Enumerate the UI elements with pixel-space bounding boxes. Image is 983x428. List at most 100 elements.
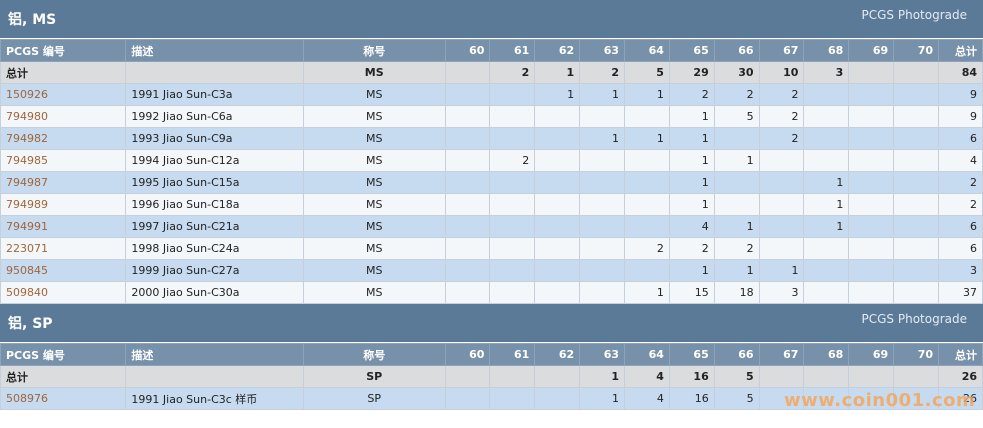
- table-row: 794991 1997 Jiao Sun-C21a MS 4 1 1 6: [0, 215, 983, 238]
- pcgs-number-link[interactable]: 509840: [6, 286, 48, 299]
- col-header-grade[interactable]: 63: [579, 39, 626, 62]
- total-designation: SP: [302, 365, 446, 388]
- col-header-designation[interactable]: 称号: [302, 343, 446, 366]
- total-designation: MS: [302, 61, 446, 84]
- grade-count-cell: [893, 237, 940, 260]
- photograde-link[interactable]: PCGS Photograde: [861, 8, 967, 22]
- col-header-grade[interactable]: 64: [624, 343, 670, 366]
- grade-count-cell: [848, 281, 895, 304]
- designation-cell: MS: [302, 149, 446, 172]
- total-grade-count: [758, 365, 805, 388]
- grade-count-cell: [444, 259, 491, 282]
- total-grade-count: [534, 365, 581, 388]
- col-header-total[interactable]: 总计: [938, 39, 983, 62]
- grade-count-cell: 1: [758, 259, 805, 282]
- grade-count-cell: 15: [668, 281, 715, 304]
- grade-count-cell: [758, 149, 805, 172]
- col-header-grade[interactable]: 68: [803, 39, 850, 62]
- col-header-grade[interactable]: 69: [848, 343, 895, 366]
- description-cell: 2000 Jiao Sun-C30a: [125, 281, 304, 304]
- grade-count-cell: [489, 237, 536, 260]
- col-header-grade[interactable]: 66: [713, 343, 760, 366]
- table-row: 794982 1993 Jiao Sun-C9a MS 1 1 1 2 6: [0, 127, 983, 150]
- col-header-grade[interactable]: 67: [758, 343, 805, 366]
- pcgs-number-link[interactable]: 794982: [6, 132, 48, 145]
- col-header-description[interactable]: 描述: [125, 39, 304, 62]
- grade-count-cell: [624, 149, 670, 172]
- grade-count-cell: [848, 105, 895, 128]
- col-header-grade[interactable]: 70: [893, 39, 940, 62]
- designation-cell: MS: [302, 127, 446, 150]
- description-cell: 1997 Jiao Sun-C21a: [125, 215, 304, 238]
- table-row: 223071 1998 Jiao Sun-C24a MS 2 2 2 6: [0, 237, 983, 260]
- col-header-pcgs[interactable]: PCGS 编号: [0, 39, 127, 62]
- col-header-grade[interactable]: 67: [758, 39, 805, 62]
- col-header-grade[interactable]: 60: [444, 343, 491, 366]
- col-header-grade[interactable]: 63: [579, 343, 626, 366]
- col-header-pcgs[interactable]: PCGS 编号: [0, 343, 127, 366]
- pcgs-cell: 794982: [0, 127, 127, 150]
- col-header-grade[interactable]: 68: [803, 343, 850, 366]
- pcgs-number-link[interactable]: 794991: [6, 220, 48, 233]
- grade-count-cell: [444, 105, 491, 128]
- grade-count-cell: [893, 149, 940, 172]
- row-total-cell: 4: [938, 149, 983, 172]
- pcgs-number-link[interactable]: 508976: [6, 392, 48, 405]
- pcgs-number-link[interactable]: 794989: [6, 198, 48, 211]
- col-header-grade[interactable]: 61: [489, 343, 536, 366]
- grade-count-cell: [624, 259, 670, 282]
- col-header-description[interactable]: 描述: [125, 343, 304, 366]
- row-total-cell: 26: [938, 387, 983, 410]
- col-header-grade[interactable]: 69: [848, 39, 895, 62]
- total-grade-count: 10: [758, 61, 805, 84]
- row-total-cell: 2: [938, 171, 983, 194]
- col-header-total[interactable]: 总计: [938, 343, 983, 366]
- grade-count-cell: [489, 171, 536, 194]
- grade-count-cell: [758, 215, 805, 238]
- grade-count-cell: [534, 259, 581, 282]
- grade-count-cell: [489, 281, 536, 304]
- col-header-grade[interactable]: 66: [713, 39, 760, 62]
- grade-count-cell: [579, 149, 626, 172]
- grade-count-cell: [534, 281, 581, 304]
- grade-count-cell: [624, 171, 670, 194]
- total-grade-count: [893, 61, 940, 84]
- grade-count-cell: [579, 259, 626, 282]
- col-header-grade[interactable]: 60: [444, 39, 491, 62]
- pcgs-number-link[interactable]: 223071: [6, 242, 48, 255]
- grade-count-cell: [893, 83, 940, 106]
- col-header-grade[interactable]: 65: [668, 39, 715, 62]
- col-header-grade[interactable]: 65: [668, 343, 715, 366]
- col-header-grade[interactable]: 64: [624, 39, 670, 62]
- grade-count-cell: [579, 281, 626, 304]
- grade-count-cell: [848, 149, 895, 172]
- pcgs-number-link[interactable]: 794980: [6, 110, 48, 123]
- col-header-grade[interactable]: 61: [489, 39, 536, 62]
- grade-count-cell: [534, 193, 581, 216]
- col-header-grade[interactable]: 62: [534, 39, 581, 62]
- grade-count-cell: 2: [489, 149, 536, 172]
- grade-count-cell: [848, 215, 895, 238]
- pcgs-number-link[interactable]: 794985: [6, 154, 48, 167]
- grade-count-cell: [534, 171, 581, 194]
- pcgs-number-link[interactable]: 150926: [6, 88, 48, 101]
- col-header-grade[interactable]: 62: [534, 343, 581, 366]
- description-cell: 1991 Jiao Sun-C3a: [125, 83, 304, 106]
- pcgs-number-link[interactable]: 950845: [6, 264, 48, 277]
- grade-count-cell: 1: [579, 127, 626, 150]
- grade-count-cell: [579, 171, 626, 194]
- grade-count-cell: [579, 237, 626, 260]
- description-cell: 1992 Jiao Sun-C6a: [125, 105, 304, 128]
- col-header-designation[interactable]: 称号: [302, 39, 446, 62]
- total-sum: 84: [938, 61, 983, 84]
- grade-count-cell: [489, 387, 536, 410]
- col-header-grade[interactable]: 70: [893, 343, 940, 366]
- column-header-row: PCGS 编号 描述 称号 60 61 62 63 64 65 66 67 68 69 70 总计: [0, 343, 983, 366]
- pcgs-number-link[interactable]: 794987: [6, 176, 48, 189]
- grade-count-cell: [624, 193, 670, 216]
- photograde-link[interactable]: PCGS Photograde: [861, 312, 967, 326]
- grade-count-cell: 2: [668, 83, 715, 106]
- grade-count-cell: [893, 259, 940, 282]
- row-total-cell: 9: [938, 105, 983, 128]
- grade-count-cell: 1: [803, 171, 850, 194]
